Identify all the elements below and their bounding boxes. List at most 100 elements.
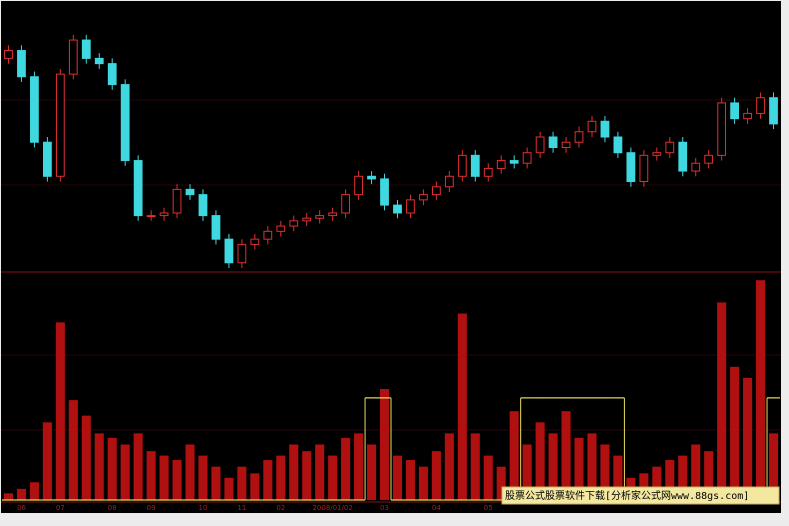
candle-body [30, 76, 39, 143]
volume-bar [717, 302, 727, 500]
candle-body [756, 97, 765, 114]
volume-bar [289, 444, 299, 500]
volume-bar [224, 477, 234, 500]
candle-body [509, 160, 519, 164]
volume-bar [341, 437, 351, 500]
candle-body [68, 39, 78, 75]
x-tick-label: 04 [432, 504, 441, 512]
candle-body [42, 141, 52, 177]
candle-body [250, 238, 260, 245]
volume-bar [704, 451, 714, 500]
candle-body [341, 194, 351, 214]
candle-body [367, 175, 376, 180]
candle-body [289, 220, 299, 227]
volume-bar [574, 437, 584, 500]
volume-bar [613, 455, 623, 500]
volume-bar [159, 455, 169, 500]
volume-bar [535, 422, 545, 500]
candle-body [302, 217, 312, 222]
candle-body [55, 73, 65, 177]
candle-body [457, 154, 467, 177]
volume-bar [328, 455, 338, 500]
volume-bar [405, 460, 415, 500]
candle-body [94, 57, 104, 65]
volume-bar [691, 444, 701, 500]
candle-body [470, 154, 480, 177]
candle-body [276, 225, 286, 232]
volume-bar [561, 411, 571, 500]
volume-bar [587, 433, 597, 500]
volume-bar [354, 433, 364, 500]
volume-bar [3, 493, 14, 500]
volume-bar [81, 415, 91, 500]
volume-bar [250, 473, 260, 500]
volume-bar [470, 433, 480, 500]
candle-body [444, 175, 454, 188]
candle-body [354, 175, 363, 196]
volume-bar [457, 313, 467, 500]
candle-body [159, 212, 169, 217]
x-tick-label: 03 [380, 504, 389, 512]
volume-bar [522, 444, 532, 500]
candle-body [263, 230, 273, 240]
volume-bar [276, 455, 286, 500]
candle-body [717, 102, 727, 156]
watermark-box [501, 486, 780, 505]
candle-body [185, 188, 195, 196]
volume-bar [16, 488, 26, 500]
volume-bar [652, 466, 662, 500]
volume-bar [68, 400, 78, 500]
volume-bar [756, 280, 766, 500]
volume-bar [198, 455, 208, 500]
x-tick-label: 02 [276, 504, 285, 512]
volume-bar [120, 444, 130, 500]
volume-bar [29, 482, 39, 500]
volume-bar [418, 466, 428, 500]
volume-bar [444, 433, 454, 500]
x-tick-label: 2008/01/02 [312, 504, 352, 512]
x-tick-label: 09 [147, 504, 156, 512]
candle-body [406, 199, 415, 214]
candle-body [120, 84, 130, 162]
candle-body [419, 194, 428, 201]
candle-body [431, 186, 441, 196]
candle-body [548, 136, 558, 148]
volume-bar [600, 444, 610, 500]
volume-bar [107, 437, 117, 500]
x-tick-label: 07 [56, 504, 65, 512]
volume-bar [146, 451, 156, 500]
volume-bar [94, 433, 104, 500]
candle-body [172, 188, 182, 214]
candle-body [315, 215, 325, 219]
candle-body [665, 141, 675, 154]
volume-bar [431, 451, 441, 500]
volume-bar [237, 466, 247, 500]
candle-body [328, 212, 338, 217]
candle-body [561, 141, 571, 148]
candle-body [652, 152, 662, 156]
volume-bar [367, 444, 377, 500]
x-tick-label: 11 [237, 504, 246, 512]
candle-body [613, 136, 623, 154]
volume-bar [509, 411, 519, 500]
volume-bar [172, 460, 182, 500]
candle-body [678, 141, 688, 172]
candle-body [769, 97, 778, 125]
volume-bar [392, 455, 403, 500]
volume-bar [665, 460, 675, 500]
x-tick-label: 10 [199, 504, 208, 512]
candle-body [107, 63, 117, 86]
volume-bar [185, 444, 195, 500]
candle-body [393, 204, 402, 214]
volume-bar [379, 389, 390, 500]
candle-body [535, 136, 545, 154]
volume-bar [302, 451, 312, 500]
candle-body [146, 215, 156, 218]
candle-body [496, 160, 506, 169]
x-tick-label: 06 [17, 504, 26, 512]
candle-body [522, 152, 532, 164]
candle-body [483, 167, 493, 177]
volume-bar [42, 422, 52, 500]
candle-body [743, 112, 752, 120]
